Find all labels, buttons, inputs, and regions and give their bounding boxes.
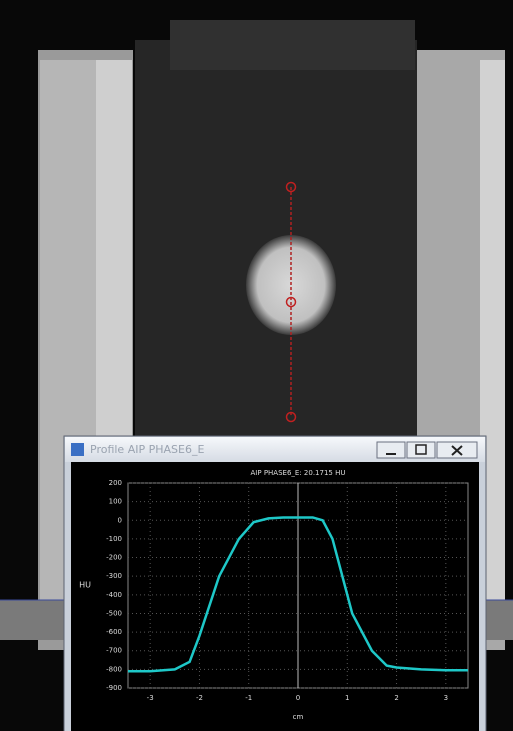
y-tick-label: -200 — [106, 554, 122, 562]
profile-window: Profile AIP PHASE6_E — [64, 436, 486, 731]
chart-area — [71, 462, 479, 731]
y-tick-label: -800 — [106, 665, 122, 673]
y-tick-label: -900 — [106, 684, 122, 692]
x-axis-label: cm — [293, 713, 304, 721]
y-tick-label: -400 — [106, 591, 122, 599]
y-tick-label: -500 — [106, 609, 122, 617]
y-tick-label: 0 — [118, 516, 122, 524]
x-tick-label: 3 — [444, 694, 448, 702]
x-tick-label: 2 — [394, 694, 398, 702]
y-tick-label: -600 — [106, 628, 122, 636]
chart-title: AIP PHASE6_E: 20.1715 HU — [251, 469, 346, 477]
page: Profile AIP PHASE6_E AIP PHASE6_E: 20.17… — [0, 0, 513, 731]
window-title: Profile AIP PHASE6_E — [90, 443, 204, 456]
y-tick-label: -700 — [106, 647, 122, 655]
y-tick-label: 200 — [109, 479, 122, 487]
x-tick-label: -1 — [245, 694, 252, 702]
y-tick-label: -100 — [106, 535, 122, 543]
phantom-top — [170, 20, 415, 70]
window-icon — [71, 443, 84, 456]
x-tick-label: 1 — [345, 694, 349, 702]
x-tick-label: -2 — [196, 694, 203, 702]
y-axis-label: HU — [79, 581, 91, 590]
screen: Profile AIP PHASE6_E AIP PHASE6_E: 20.17… — [0, 0, 513, 731]
minimize-button[interactable] — [377, 442, 405, 458]
y-tick-label: -300 — [106, 572, 122, 580]
y-tick-label: 100 — [109, 498, 122, 506]
x-tick-label: 0 — [296, 694, 300, 702]
x-tick-label: -3 — [147, 694, 154, 702]
